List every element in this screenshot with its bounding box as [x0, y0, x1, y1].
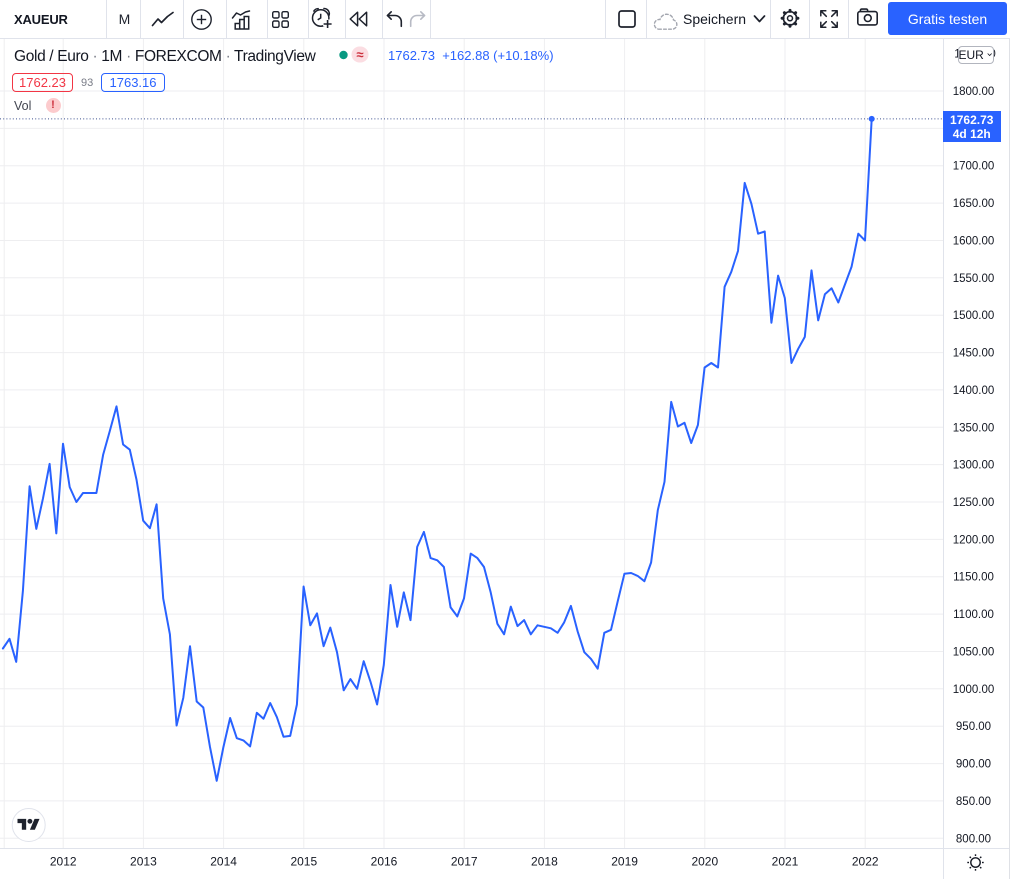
- svg-text:1300.00: 1300.00: [953, 460, 995, 472]
- svg-text:≈: ≈: [356, 47, 363, 62]
- svg-text:2017: 2017: [451, 855, 478, 869]
- svg-text:1550.00: 1550.00: [953, 273, 995, 285]
- svg-text:2020: 2020: [691, 855, 718, 869]
- svg-text:1100.00: 1100.00: [953, 609, 994, 621]
- svg-text:2018: 2018: [531, 855, 558, 869]
- svg-text:2014: 2014: [210, 855, 237, 869]
- svg-text:900.00: 900.00: [956, 759, 991, 771]
- svg-text:1250.00: 1250.00: [953, 497, 995, 509]
- svg-text:1150.00: 1150.00: [953, 572, 994, 584]
- svg-text:1600.00: 1600.00: [953, 236, 995, 248]
- svg-text:1200.00: 1200.00: [953, 534, 995, 546]
- svg-text:2013: 2013: [130, 855, 157, 869]
- svg-text:850.00: 850.00: [956, 796, 991, 808]
- svg-text:1700.00: 1700.00: [953, 161, 995, 173]
- svg-text:2016: 2016: [371, 855, 398, 869]
- svg-text:1400.00: 1400.00: [953, 385, 995, 397]
- svg-text:1450.00: 1450.00: [953, 348, 995, 360]
- svg-text:1000.00: 1000.00: [953, 684, 995, 696]
- svg-text:2021: 2021: [772, 855, 799, 869]
- svg-text:1500.00: 1500.00: [953, 310, 995, 322]
- svg-text:2019: 2019: [611, 855, 638, 869]
- svg-text:2012: 2012: [50, 855, 77, 869]
- svg-text:2015: 2015: [290, 855, 317, 869]
- svg-text:2022: 2022: [852, 855, 879, 869]
- svg-text:1050.00: 1050.00: [953, 647, 995, 659]
- svg-text:950.00: 950.00: [956, 721, 991, 733]
- svg-text:1800.00: 1800.00: [953, 86, 995, 98]
- svg-text:1350.00: 1350.00: [953, 422, 995, 434]
- svg-text:800.00: 800.00: [956, 833, 991, 845]
- svg-text:1650.00: 1650.00: [953, 198, 995, 210]
